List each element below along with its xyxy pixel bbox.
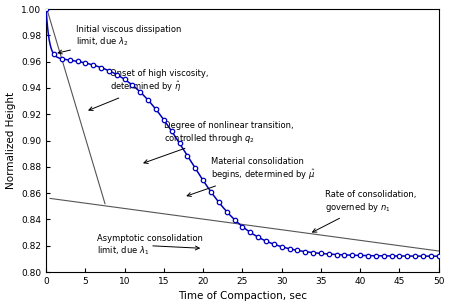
X-axis label: Time of Compaction, sec: Time of Compaction, sec bbox=[178, 291, 307, 301]
Text: Initial viscous dissipation
limit, due $\lambda_2$: Initial viscous dissipation limit, due $… bbox=[58, 25, 181, 54]
Text: Onset of high viscosity,
determined by $\hat{\eta}$: Onset of high viscosity, determined by $… bbox=[89, 68, 209, 111]
Text: Material consolidation
begins, determined by $\hat{\mu}$: Material consolidation begins, determine… bbox=[187, 157, 315, 196]
Text: Degree of nonlinear transition,
controlled through $q_2$: Degree of nonlinear transition, controll… bbox=[144, 121, 293, 163]
Text: Asymptotic consolidation
limit, due $\lambda_1$: Asymptotic consolidation limit, due $\la… bbox=[97, 234, 203, 257]
Text: Rate of consolidation,
governed by $n_1$: Rate of consolidation, governed by $n_1$ bbox=[313, 190, 416, 232]
Y-axis label: Normalized Height: Normalized Height bbox=[5, 92, 16, 189]
